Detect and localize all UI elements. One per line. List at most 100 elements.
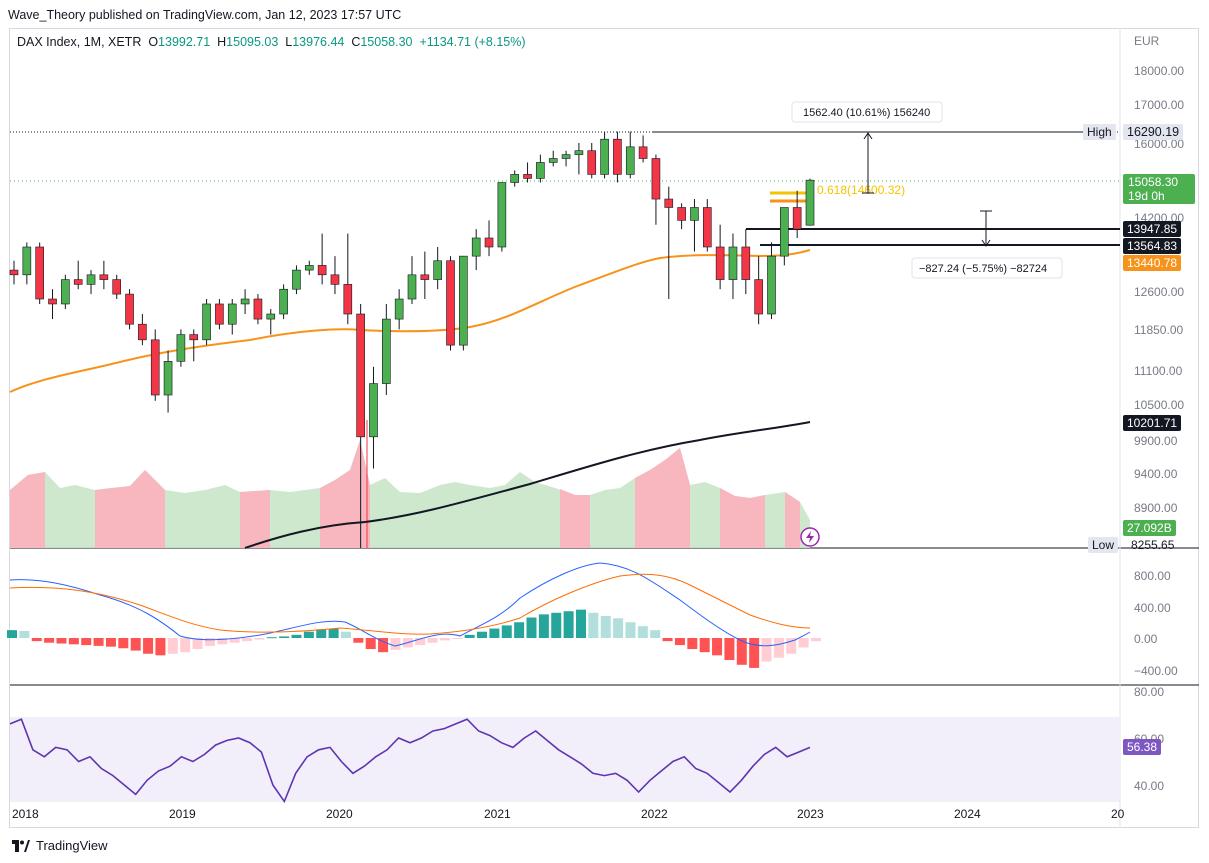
macd-bar[interactable]: [217, 638, 228, 645]
macd-line[interactable]: [9, 562, 811, 647]
candle-down[interactable]: [484, 237, 494, 248]
macd-bar[interactable]: [724, 638, 735, 661]
candle-down[interactable]: [677, 207, 686, 221]
candle-up[interactable]: [240, 298, 250, 305]
candle-down[interactable]: [99, 274, 109, 280]
candle-down[interactable]: [613, 138, 622, 175]
macd-bar[interactable]: [415, 638, 426, 646]
macd-bar[interactable]: [68, 638, 79, 645]
candle-down[interactable]: [73, 279, 83, 285]
macd-bar[interactable]: [81, 638, 92, 646]
macd-bar[interactable]: [130, 638, 141, 651]
macd-bar[interactable]: [291, 634, 302, 638]
price-candles[interactable]: [9, 131, 815, 549]
candle-up[interactable]: [279, 288, 288, 315]
macd-bar[interactable]: [674, 638, 685, 646]
macd-bar[interactable]: [588, 612, 599, 638]
candle-down[interactable]: [702, 207, 712, 248]
candle-up[interactable]: [536, 162, 545, 179]
candle-down[interactable]: [35, 246, 44, 300]
candle-up[interactable]: [459, 255, 468, 346]
macd-bar[interactable]: [279, 636, 290, 638]
macd-bar[interactable]: [526, 617, 537, 638]
candle-down[interactable]: [651, 158, 661, 200]
candle-up[interactable]: [548, 158, 558, 163]
macd-bar[interactable]: [204, 638, 215, 646]
macd-bar[interactable]: [501, 625, 512, 638]
macd-bar[interactable]: [613, 618, 624, 638]
candle-down[interactable]: [715, 246, 725, 280]
macd-bar[interactable]: [105, 638, 116, 647]
macd-bar[interactable]: [798, 638, 809, 648]
candle-up[interactable]: [227, 303, 237, 325]
candle-down[interactable]: [638, 146, 648, 159]
macd-bar[interactable]: [625, 622, 636, 638]
candle-up[interactable]: [86, 274, 96, 285]
macd-bar[interactable]: [477, 631, 488, 638]
candle-up[interactable]: [767, 255, 776, 315]
macd-bar[interactable]: [650, 630, 661, 638]
macd-bar[interactable]: [143, 638, 154, 654]
candle-down[interactable]: [317, 265, 327, 276]
candle-up[interactable]: [690, 207, 699, 221]
macd-bar[interactable]: [254, 638, 265, 640]
signal-line[interactable]: [9, 573, 811, 635]
macd-bar[interactable]: [340, 631, 351, 638]
candle-down[interactable]: [523, 174, 532, 179]
ma-line[interactable]: [9, 249, 811, 393]
macd-bar[interactable]: [303, 631, 314, 638]
candle-up[interactable]: [510, 174, 520, 183]
macd-bar[interactable]: [489, 628, 500, 638]
macd-bar[interactable]: [44, 638, 55, 643]
macd-bar[interactable]: [365, 638, 376, 650]
macd-bar[interactable]: [118, 638, 129, 649]
candle-up[interactable]: [407, 274, 417, 300]
candle-down[interactable]: [420, 274, 430, 280]
macd-bar[interactable]: [353, 638, 364, 643]
macd-bar[interactable]: [7, 630, 17, 638]
macd-bar[interactable]: [662, 638, 673, 642]
macd-bar[interactable]: [464, 634, 475, 638]
macd-bar[interactable]: [439, 638, 450, 641]
candle-up[interactable]: [561, 154, 571, 159]
macd-bar[interactable]: [56, 638, 67, 644]
macd-bar[interactable]: [551, 612, 562, 638]
candle-down[interactable]: [253, 298, 263, 320]
macd-bar[interactable]: [514, 622, 525, 638]
candle-up[interactable]: [600, 138, 609, 175]
candle-down[interactable]: [150, 339, 160, 396]
candle-down[interactable]: [792, 207, 802, 230]
candle-up[interactable]: [176, 334, 186, 362]
macd-bar[interactable]: [637, 626, 648, 638]
candle-up[interactable]: [266, 313, 276, 320]
candle-down[interactable]: [112, 279, 122, 295]
macd-bar[interactable]: [192, 638, 203, 650]
candle-up[interactable]: [394, 298, 404, 320]
candle-down[interactable]: [754, 279, 763, 315]
macd-bar[interactable]: [749, 638, 760, 668]
candle-down[interactable]: [215, 303, 224, 325]
macd-bar[interactable]: [712, 638, 723, 656]
candle-up[interactable]: [163, 361, 173, 396]
candle-up[interactable]: [728, 246, 738, 280]
candle-up[interactable]: [292, 269, 301, 290]
macd-bar[interactable]: [600, 615, 611, 638]
candle-down[interactable]: [125, 293, 134, 325]
macd-bar[interactable]: [31, 638, 42, 642]
candle-up[interactable]: [369, 383, 378, 438]
macd-bar[interactable]: [773, 638, 784, 658]
macd-bar[interactable]: [761, 638, 772, 662]
candle-up[interactable]: [780, 207, 789, 257]
macd-bar[interactable]: [155, 638, 166, 656]
rsi-line[interactable]: [9, 718, 811, 804]
macd-histogram[interactable]: [7, 609, 821, 668]
candle-up[interactable]: [22, 246, 32, 276]
candle-down[interactable]: [446, 260, 455, 346]
macd-bar[interactable]: [242, 638, 253, 642]
candle-down[interactable]: [587, 150, 597, 175]
candle-up[interactable]: [497, 182, 507, 248]
ma200-line[interactable]: [244, 421, 811, 549]
macd-bar[interactable]: [563, 611, 574, 638]
brand[interactable]: TradingView: [12, 838, 108, 853]
